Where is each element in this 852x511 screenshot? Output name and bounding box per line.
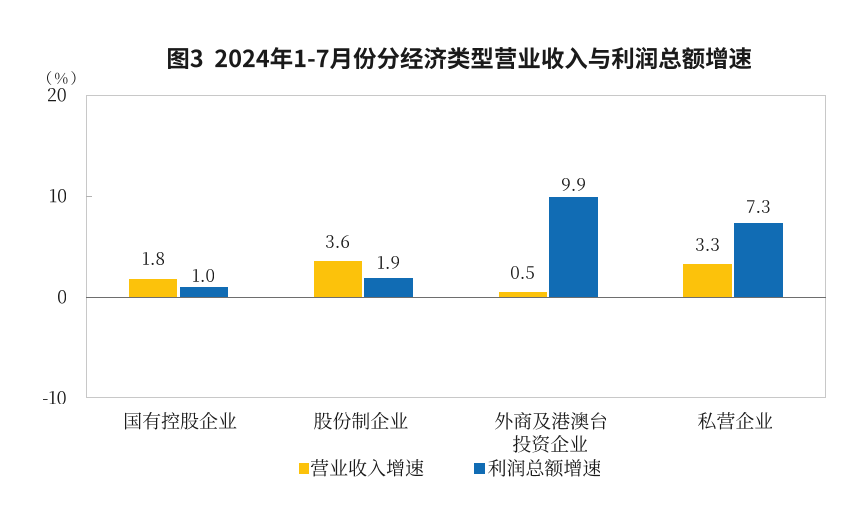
- value-label-profit-3: 7.3: [747, 199, 770, 213]
- value-label-revenue-2: 0.5: [511, 266, 535, 280]
- zero-axis-line: [86, 297, 826, 298]
- bar-profit-3: [734, 223, 783, 297]
- bar-revenue-1: [313, 260, 363, 297]
- value-label-profit-2-glyphs: [562, 178, 586, 191]
- y-tick-label-0-glyphs: [57, 290, 66, 304]
- y-tick-label-10-glyphs: [49, 189, 66, 203]
- value-label-revenue-2-glyphs: [511, 266, 535, 280]
- value-label-revenue-1-glyphs: [326, 235, 350, 248]
- y-tick-label--10-glyphs: [43, 390, 66, 405]
- value-label-profit-0-glyphs: [193, 269, 215, 283]
- legend-swatch-profit: [474, 463, 485, 474]
- value-label-revenue-1: 3.6: [326, 235, 350, 248]
- category-label-0-line1: 国有控股企业: [125, 412, 237, 430]
- bar-profit-2: [549, 197, 598, 297]
- value-label-profit-3-glyphs: [747, 199, 770, 213]
- y-tick-label-0: 0: [57, 290, 66, 304]
- category-label-1-line1: 股份制企业: [313, 412, 408, 430]
- category-label-0-line1-glyphs: [125, 412, 237, 430]
- value-label-revenue-0: 1.8: [142, 251, 164, 265]
- value-label-profit-1-glyphs: [378, 256, 400, 270]
- y-tick-label--10: -10: [43, 390, 66, 405]
- value-label-revenue-3-glyphs: [696, 238, 720, 252]
- category-label-2-line1-glyphs: [494, 412, 607, 430]
- legend-label-revenue: 营业收入增速: [311, 459, 424, 477]
- plot-area: [86, 95, 826, 398]
- chart-title: 图3 2024年1-7月份分经济类型营业收入与利润总额增速: [167, 46, 752, 70]
- value-label-profit-0: 1.0: [193, 269, 215, 283]
- legend-swatch-revenue: [298, 463, 309, 474]
- legend-label-profit: 利润总额增速: [487, 459, 601, 477]
- y-tick-mark-10: [86, 196, 92, 197]
- value-label-profit-2: 9.9: [562, 178, 586, 191]
- bar-revenue-3: [683, 263, 732, 297]
- value-label-profit-1: 1.9: [378, 256, 400, 270]
- category-label-3-line1: 私营企业: [697, 412, 773, 430]
- y-axis-unit-label: （%）: [47, 71, 76, 85]
- bar-profit-0: [179, 286, 229, 297]
- y-axis-unit-label-glyphs: [47, 71, 76, 85]
- y-tick-label-20-glyphs: [48, 88, 66, 102]
- y-tick-label-20: 20: [48, 88, 66, 102]
- category-label-2-line2: 投资企业: [512, 435, 588, 453]
- category-label-2-line1: 外商及港澳台: [494, 412, 607, 430]
- category-label-1-line1-glyphs: [313, 412, 408, 430]
- chart-title-glyphs: [167, 46, 751, 70]
- bar-profit-1: [364, 277, 413, 297]
- category-label-3-line1-glyphs: [697, 412, 773, 430]
- bar-revenue-2: [498, 291, 548, 297]
- legend-label-profit-glyphs: [487, 459, 601, 477]
- value-label-revenue-3: 3.3: [696, 238, 720, 252]
- value-label-revenue-0-glyphs: [142, 251, 164, 265]
- legend-label-revenue-glyphs: [311, 459, 424, 477]
- category-label-2-line2-glyphs: [512, 435, 588, 453]
- bar-revenue-0: [128, 278, 178, 297]
- y-tick-label-10: 10: [49, 189, 66, 203]
